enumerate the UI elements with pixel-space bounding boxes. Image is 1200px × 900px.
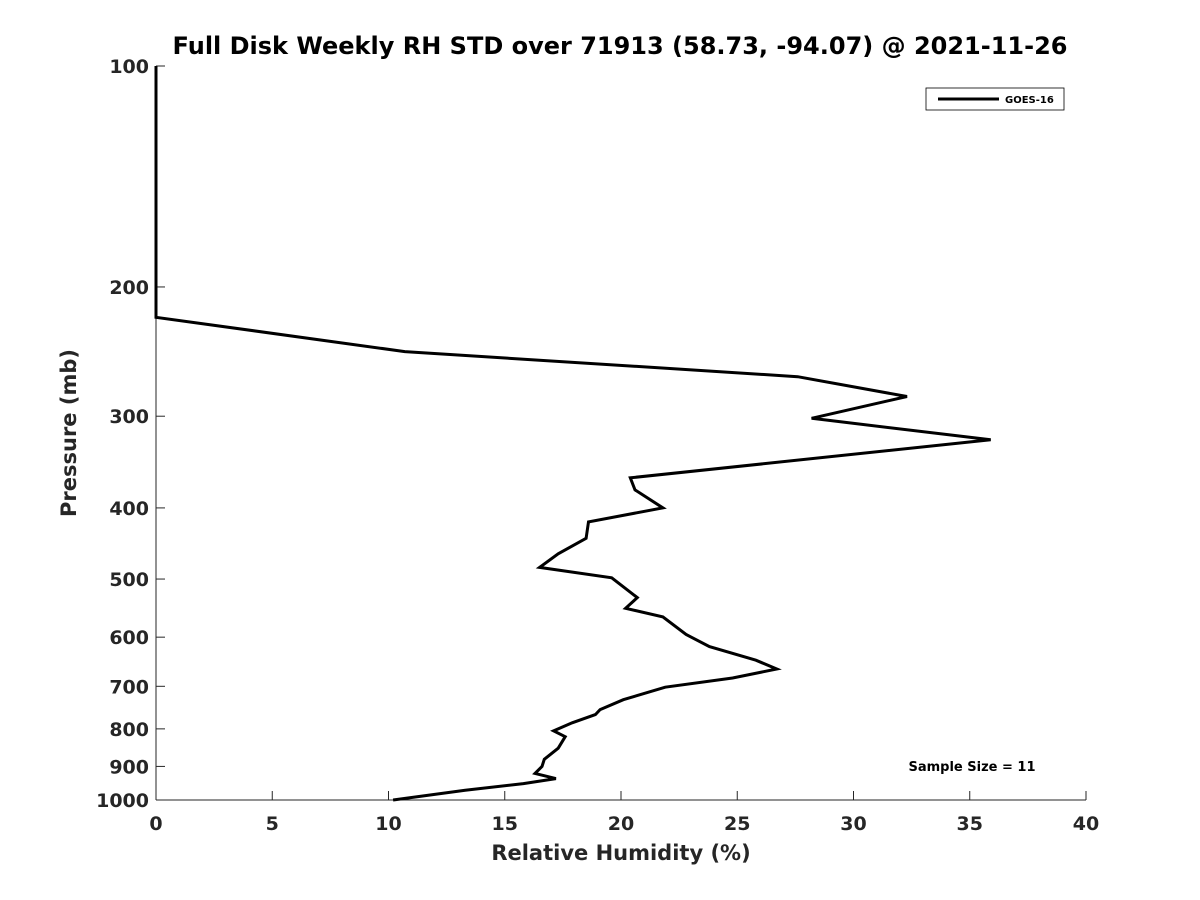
x-axis-label: Relative Humidity (%) <box>491 841 750 865</box>
x-axis-ticks: 0 5 10 15 20 25 30 35 40 <box>149 791 1099 835</box>
legend-label-goes-16: GOES-16 <box>1005 95 1054 106</box>
series-layer <box>154 66 991 802</box>
x-tick-label: 30 <box>840 813 866 835</box>
x-tick-label: 5 <box>266 813 279 835</box>
legend: GOES-16 <box>925 87 1065 111</box>
x-tick-label: 15 <box>492 813 518 835</box>
y-tick-label: 1000 <box>96 790 149 812</box>
y-tick-label: 100 <box>109 56 149 78</box>
y-tick-label: 200 <box>109 277 149 299</box>
y-tick-label: 300 <box>109 406 149 428</box>
y-axis-label: Pressure (mb) <box>57 349 81 517</box>
y-tick-label: 400 <box>109 498 149 520</box>
y-axis-ticks: 100 200 300 400 500 600 700 800 900 1000 <box>96 56 165 812</box>
x-tick-label: 10 <box>375 813 401 835</box>
x-tick-label: 20 <box>608 813 634 835</box>
series-line-goes-16 <box>154 66 991 802</box>
chart-title: Full Disk Weekly RH STD over 71913 (58.7… <box>173 32 1068 60</box>
x-tick-label: 40 <box>1073 813 1099 835</box>
y-tick-label: 600 <box>109 627 149 649</box>
y-tick-label: 500 <box>109 569 149 591</box>
y-tick-label: 900 <box>109 756 149 778</box>
plot-area: 0 5 10 15 20 25 30 35 40 100 200 300 400 500 600 700 80… <box>96 56 1099 835</box>
x-tick-label: 35 <box>957 813 983 835</box>
y-tick-label: 700 <box>109 676 149 698</box>
sample-size-annotation: Sample Size = 11 <box>908 760 1035 775</box>
y-tick-label: 800 <box>109 719 149 741</box>
x-tick-label: 0 <box>149 813 162 835</box>
x-tick-label: 25 <box>724 813 750 835</box>
